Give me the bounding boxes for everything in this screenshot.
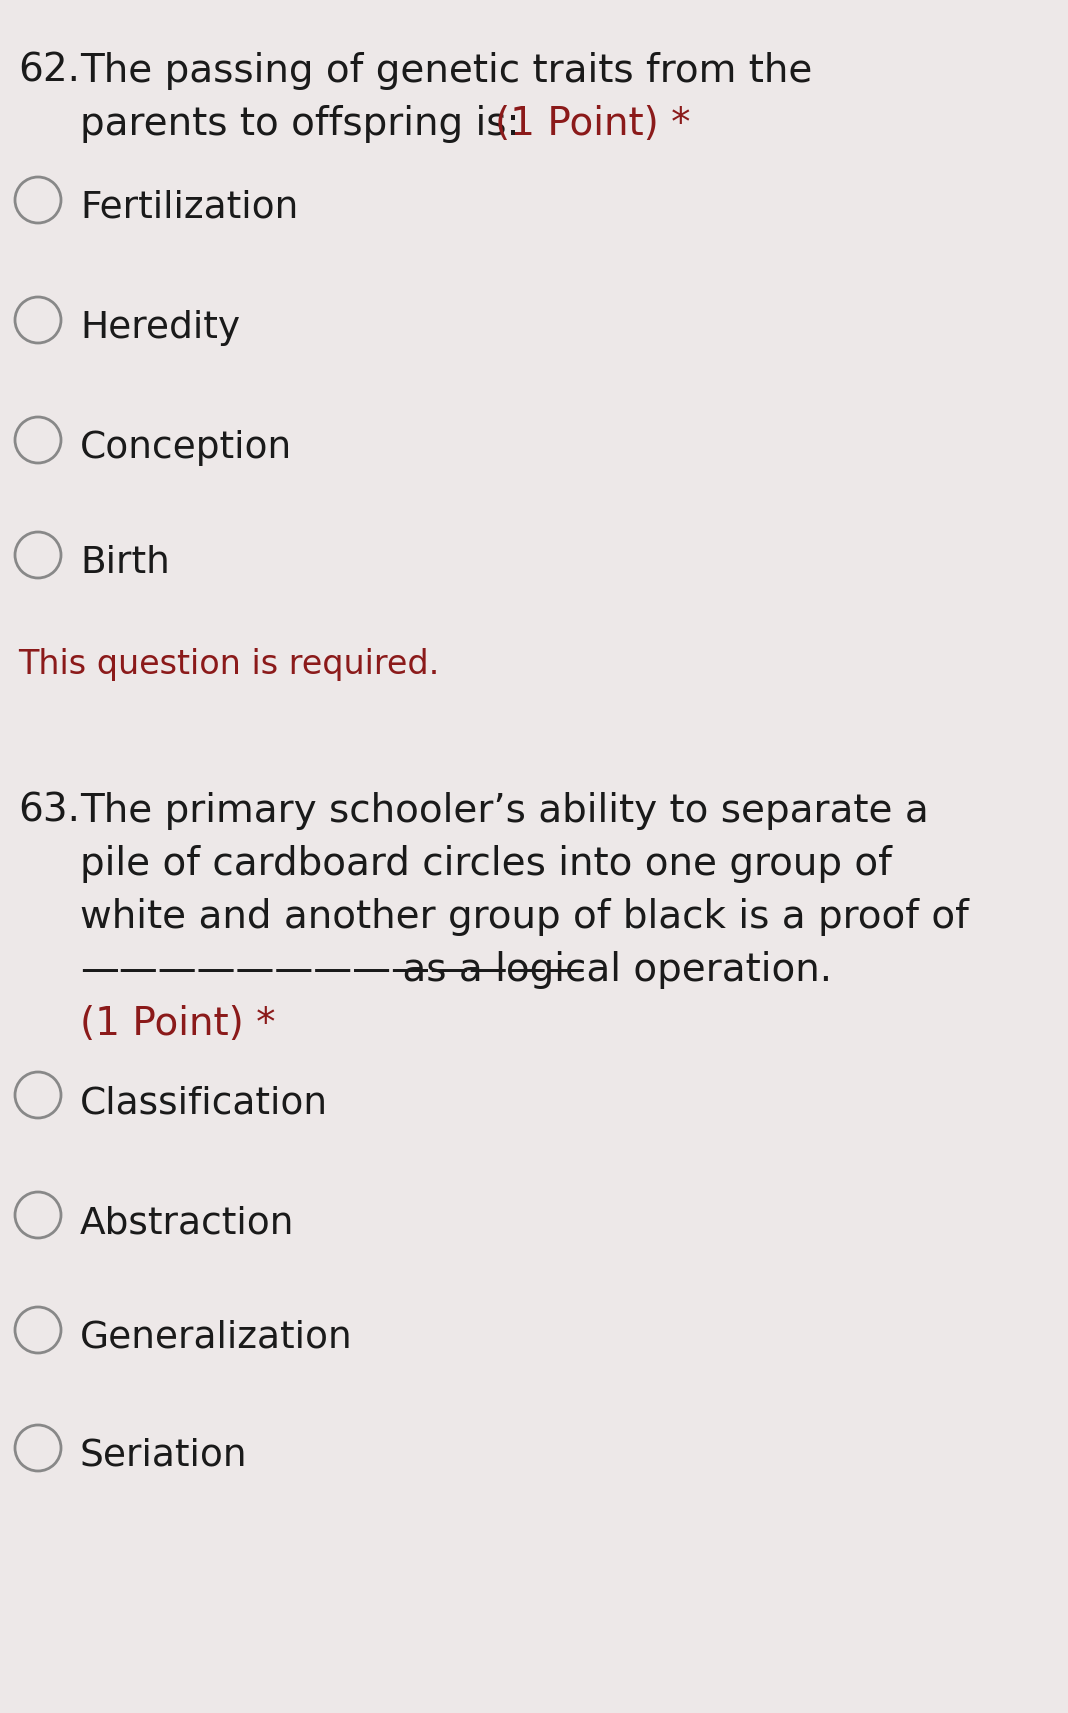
Text: Abstraction: Abstraction bbox=[80, 1204, 295, 1240]
Text: Classification: Classification bbox=[80, 1084, 328, 1120]
Text: This question is required.: This question is required. bbox=[18, 648, 439, 682]
Ellipse shape bbox=[15, 533, 61, 577]
Ellipse shape bbox=[15, 416, 61, 463]
Text: white and another group of black is a proof of: white and another group of black is a pr… bbox=[80, 898, 969, 935]
Text: (1 Point) *: (1 Point) * bbox=[494, 104, 691, 142]
Text: The primary schooler’s ability to separate a: The primary schooler’s ability to separa… bbox=[80, 791, 929, 831]
Ellipse shape bbox=[15, 1425, 61, 1471]
Text: parents to offspring is:: parents to offspring is: bbox=[80, 104, 532, 142]
Text: 63.: 63. bbox=[18, 791, 80, 831]
Ellipse shape bbox=[15, 1072, 61, 1119]
Text: (1 Point) *: (1 Point) * bbox=[80, 1006, 276, 1043]
Text: as a logical operation.: as a logical operation. bbox=[390, 951, 832, 988]
Text: —————————————: ————————————— bbox=[80, 951, 585, 988]
Text: Conception: Conception bbox=[80, 430, 293, 466]
Text: The passing of genetic traits from the: The passing of genetic traits from the bbox=[80, 51, 813, 91]
Ellipse shape bbox=[15, 176, 61, 223]
Ellipse shape bbox=[15, 1192, 61, 1238]
Text: 62.: 62. bbox=[18, 51, 80, 91]
Text: Seriation: Seriation bbox=[80, 1437, 248, 1473]
Text: Heredity: Heredity bbox=[80, 310, 240, 346]
Text: Fertilization: Fertilization bbox=[80, 190, 298, 226]
Ellipse shape bbox=[15, 1307, 61, 1353]
Ellipse shape bbox=[15, 296, 61, 343]
Text: pile of cardboard circles into one group of: pile of cardboard circles into one group… bbox=[80, 845, 892, 882]
Text: Birth: Birth bbox=[80, 545, 170, 581]
Text: Generalization: Generalization bbox=[80, 1321, 352, 1357]
